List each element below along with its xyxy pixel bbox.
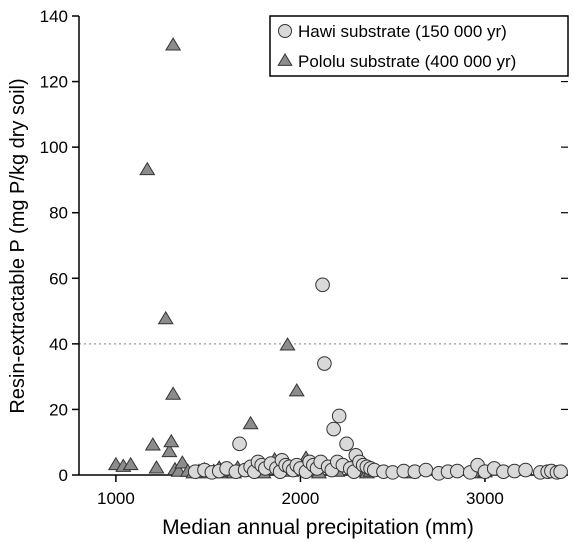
- series-layer: [107, 37, 568, 481]
- legend-marker: [278, 24, 292, 38]
- hawi-point: [232, 436, 247, 452]
- pololu-point: [144, 437, 161, 451]
- pololu-point: [288, 383, 305, 397]
- hawi-point: [418, 462, 434, 478]
- pololu-point: [165, 386, 182, 400]
- y-tick-label: 60: [49, 269, 68, 288]
- pololu-point: [242, 415, 259, 430]
- legend-label: Pololu substrate (400 000 yr): [298, 52, 516, 71]
- series-hawi: [187, 277, 568, 481]
- y-tick-label: 0: [59, 466, 68, 485]
- hawi-point: [326, 421, 341, 437]
- y-tick-label: 80: [49, 204, 68, 223]
- series-pololu: [107, 37, 493, 479]
- pololu-point: [161, 443, 178, 458]
- legend-marker: [277, 52, 293, 66]
- hawi-point: [339, 436, 354, 452]
- pololu-point: [165, 37, 182, 51]
- pololu-point: [174, 455, 191, 469]
- pololu-point: [157, 310, 174, 325]
- axes: 0 20 40 60 80 100 120 140 1000 2000 3000: [40, 7, 568, 508]
- y-tick-label: 140: [40, 7, 68, 26]
- pololu-point: [148, 460, 165, 474]
- x-tick-label: 1000: [97, 489, 135, 508]
- x-axis-label: Median annual precipitation (mm): [162, 516, 474, 539]
- y-tick-label: 20: [49, 400, 68, 419]
- hawi-point: [553, 464, 568, 480]
- y-tick-label: 120: [40, 73, 68, 92]
- hawi-point: [331, 408, 347, 424]
- hawi-point: [449, 463, 465, 479]
- y-tick-label: 100: [40, 138, 68, 157]
- pololu-point: [139, 161, 156, 176]
- pololu-point: [122, 456, 139, 471]
- y-tick-label: 40: [49, 335, 68, 354]
- hawi-point: [518, 462, 533, 478]
- legend: Hawi substrate (150 000 yr) Pololu substr…: [269, 15, 569, 77]
- pololu-point: [163, 433, 180, 448]
- pololu-point: [279, 337, 296, 351]
- x-tick-label: 3000: [466, 489, 504, 508]
- y-axis-label: Resin-extractable P (mg P/kg dry soil): [7, 78, 29, 413]
- x-tick-label: 2000: [282, 489, 320, 508]
- hawi-point: [315, 277, 330, 293]
- legend-box: [269, 15, 569, 77]
- legend-label: Hawi substrate (150 000 yr): [298, 22, 507, 41]
- hawi-point: [317, 356, 332, 371]
